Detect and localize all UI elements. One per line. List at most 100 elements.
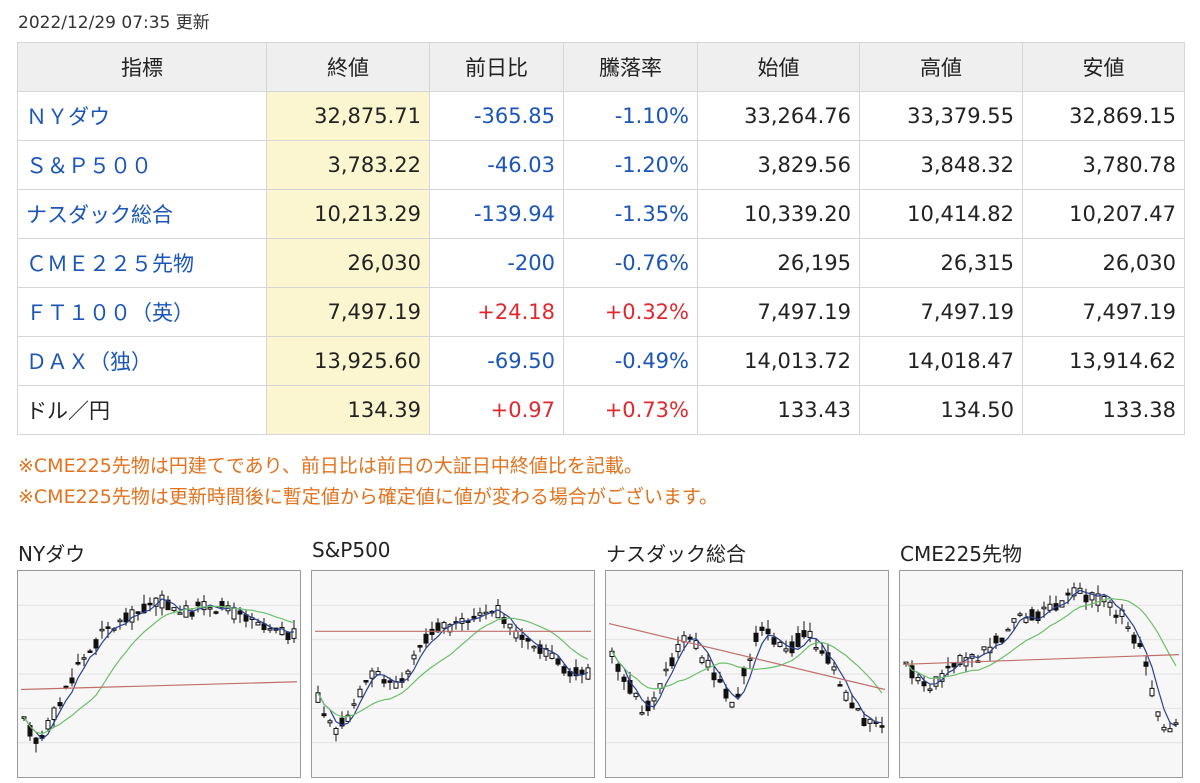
candle-body (267, 628, 273, 631)
candle-body (207, 607, 213, 610)
candle-body (651, 697, 657, 702)
candle-body (525, 637, 531, 642)
candle-body (1017, 613, 1023, 616)
candle-body (147, 602, 153, 606)
moving-average-short-line (611, 634, 883, 724)
candle-body (1065, 592, 1071, 596)
candle-body (213, 611, 219, 614)
candle-body (741, 667, 747, 677)
open-value: 14,013.72 (697, 336, 860, 386)
indicator-link-dax[interactable]: ＤＡＸ（独） (17, 336, 267, 386)
candle-body (483, 611, 489, 615)
candle-body (1161, 726, 1167, 731)
close-value: 7,497.19 (266, 287, 430, 337)
candle-body (1149, 687, 1155, 697)
high-value: 10,414.82 (859, 189, 1023, 239)
candle-body (543, 648, 549, 657)
candle-body (861, 718, 867, 726)
candle-body (123, 612, 129, 623)
candle-body (717, 679, 723, 683)
chart-title-nydow: NYダウ (18, 542, 86, 566)
candle-body (387, 680, 393, 683)
low-value: 7,497.19 (1022, 287, 1185, 337)
candle-body (1029, 609, 1035, 621)
candle-body (363, 680, 369, 683)
note-cme-settlement: ※CME225先物は更新時間後に暫定値から確定値に値が変わる場合がございます。 (18, 486, 718, 508)
candle-body (33, 737, 39, 744)
rate-value: +0.73% (563, 385, 698, 435)
candle-body (513, 630, 519, 639)
candle-body (189, 611, 195, 617)
candle-body (159, 594, 165, 609)
candle-body (771, 637, 777, 645)
indicator-link-ft100[interactable]: ＦＴ１００（英） (17, 287, 267, 337)
candle-body (1155, 711, 1161, 717)
candle-body (279, 626, 285, 636)
open-value: 3,829.56 (697, 140, 860, 190)
chart-title-nasdaq: ナスダック総合 (606, 542, 746, 566)
low-value: 32,869.15 (1022, 91, 1185, 141)
candle-body (435, 622, 441, 633)
indicator-link-nydow[interactable]: ＮＹダウ (17, 91, 267, 141)
candle-body (759, 626, 765, 631)
candle-body (333, 728, 339, 735)
candle-body (813, 647, 819, 650)
candle-body (345, 714, 351, 722)
candle-body (1035, 611, 1041, 622)
candle-body (195, 601, 201, 607)
indicator-link-cme225[interactable]: ＣＭＥ２２５先物 (17, 238, 267, 288)
candle-body (99, 628, 105, 632)
chart-grid (312, 604, 594, 744)
candle-body (705, 659, 711, 668)
candle-body (477, 612, 483, 616)
table-row: ナスダック総合 10,213.29 -139.94 -1.35% 10,339.… (17, 189, 1185, 239)
candle-body (339, 717, 345, 727)
candle-body (1125, 626, 1131, 629)
candle-body (723, 688, 729, 699)
table-header-row: 指標 終値 前日比 騰落率 始値 高値 安値 (17, 42, 1185, 92)
header-close: 終値 (266, 42, 430, 92)
low-value: 26,030 (1022, 238, 1185, 288)
candle-body (1023, 617, 1029, 623)
candle-body (639, 712, 645, 715)
low-value: 10,207.47 (1022, 189, 1185, 239)
candle-body (675, 644, 681, 653)
moving-average-long-line (902, 654, 1180, 665)
chart-sp500[interactable] (311, 570, 595, 778)
moving-average-long-line (608, 622, 886, 691)
header-low: 安値 (1022, 42, 1185, 92)
change-value: -46.03 (429, 140, 564, 190)
candle-body (1011, 618, 1017, 623)
chart-nasdaq[interactable] (605, 570, 889, 778)
candle-body (621, 676, 627, 682)
candle-body (51, 707, 57, 720)
table-row: ＣＭＥ２２５先物 26,030 -200 -0.76% 26,195 26,31… (17, 238, 1185, 288)
candle-body (165, 599, 171, 611)
chart-nydow[interactable] (17, 570, 301, 778)
candle-body (237, 610, 243, 615)
note-cme-yen: ※CME225先物は円建てであり、前日比は前日の大証日中終値比を記載。 (18, 455, 643, 477)
indicator-link-nasdaq[interactable]: ナスダック総合 (17, 189, 267, 239)
candle-body (573, 667, 579, 677)
candle-body (867, 718, 873, 724)
candle-body (951, 662, 957, 668)
candle-body (555, 658, 561, 665)
candle-body (351, 703, 357, 706)
indicator-link-sp500[interactable]: Ｓ＆Ｐ５００ (17, 140, 267, 190)
candle-body (615, 663, 621, 672)
close-value: 3,783.22 (266, 140, 430, 190)
change-value: -69.50 (429, 336, 564, 386)
candle-body (1071, 587, 1077, 597)
candle-body (1041, 606, 1047, 610)
candle-body (117, 619, 123, 623)
candle-body (177, 612, 183, 615)
candle-body (423, 633, 429, 644)
chart-cme225[interactable] (899, 570, 1183, 778)
candle-body (537, 644, 543, 654)
candle-body (321, 713, 327, 717)
candle-body (855, 707, 861, 711)
moving-average-long-line (20, 681, 298, 691)
change-value: +24.18 (429, 287, 564, 337)
candle-body (405, 670, 411, 675)
candle-body (231, 607, 237, 620)
